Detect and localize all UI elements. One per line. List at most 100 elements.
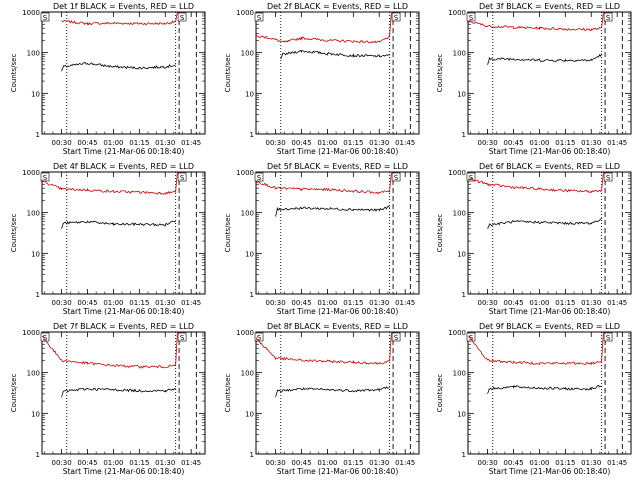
x-tick-label: 01:00	[529, 459, 549, 467]
y-tick-label: 100	[453, 50, 466, 58]
x-tick-label: 01:30	[581, 299, 601, 307]
panel-title: Det 5f BLACK = Events, RED = LLD	[267, 162, 408, 171]
marker-label: S	[257, 334, 262, 342]
y-tick-label: 100	[241, 370, 254, 378]
y-tick-label: 1	[36, 451, 40, 459]
x-tick-label: 01:45	[395, 139, 415, 147]
y-tick-label: 10	[245, 410, 254, 418]
y-axis-label: Counts/sec	[224, 374, 232, 413]
lld-series-line	[255, 331, 392, 365]
y-tick-label: 1000	[448, 9, 466, 17]
panel-3: Det 3f BLACK = Events, RED = LLD 1 10 100 10…	[436, 2, 632, 156]
marker-label: S	[606, 14, 611, 22]
marker-box	[603, 332, 613, 342]
x-tick-label: 00:30	[477, 139, 497, 147]
x-tick-label: 01:00	[529, 139, 549, 147]
lld-series-line	[467, 331, 604, 366]
x-tick-label: 01:45	[395, 299, 415, 307]
y-tick-label: 1	[250, 451, 254, 459]
marker-box	[177, 172, 187, 182]
x-tick-label: 00:45	[503, 299, 523, 307]
x-tick-label: 01:00	[317, 459, 337, 467]
x-tick-label: 00:45	[503, 459, 523, 467]
marker-box	[254, 12, 264, 22]
marker-label: S	[469, 174, 474, 182]
y-axis-label: Counts/sec	[224, 54, 232, 93]
x-tick-label: 00:30	[51, 299, 71, 307]
x-axis-label: Start Time (21-Mar-06 00:18:40)	[277, 467, 399, 476]
marker-label: S	[469, 14, 474, 22]
x-tick-label: 01:15	[129, 299, 149, 307]
marker-box	[603, 172, 613, 182]
events-series-line	[280, 49, 390, 60]
x-tick-label: 01:15	[555, 459, 575, 467]
x-tick-label: 01:45	[607, 299, 627, 307]
panel-5: Det 5f BLACK = Events, RED = LLD 1 10 100 10…	[224, 162, 420, 316]
y-tick-label: 100	[27, 370, 40, 378]
panel-9: Det 9f BLACK = Events, RED = LLD 1 10 100 10…	[436, 322, 632, 476]
x-axis-label: Start Time (21-Mar-06 00:18:40)	[63, 307, 185, 316]
marker-box	[391, 172, 401, 182]
x-axis-label: Start Time (21-Mar-06 00:18:40)	[277, 307, 399, 316]
y-tick-label: 10	[457, 250, 466, 258]
lld-series-line	[467, 171, 604, 194]
x-axis-label: Start Time (21-Mar-06 00:18:40)	[277, 147, 399, 156]
events-series-line	[61, 387, 176, 398]
marker-label: S	[43, 334, 48, 342]
y-tick-label: 10	[245, 250, 254, 258]
x-tick-label: 00:45	[291, 459, 311, 467]
x-tick-label: 01:30	[155, 139, 175, 147]
panel-2: Det 2f BLACK = Events, RED = LLD 1 10 100 10…	[224, 2, 420, 156]
marker-box	[466, 12, 476, 22]
y-axis-label: Counts/sec	[436, 54, 444, 93]
panel-title: Det 2f BLACK = Events, RED = LLD	[267, 2, 408, 11]
marker-box	[254, 172, 264, 182]
x-tick-label: 01:45	[607, 459, 627, 467]
x-tick-label: 00:30	[265, 299, 285, 307]
x-tick-label: 01:15	[129, 459, 149, 467]
x-axis-label: Start Time (21-Mar-06 00:18:40)	[489, 147, 611, 156]
y-tick-label: 1000	[236, 329, 254, 337]
y-axis-label: Counts/sec	[436, 374, 444, 413]
marker-label: S	[257, 174, 262, 182]
marker-box	[40, 332, 50, 342]
marker-box	[466, 332, 476, 342]
events-series-line	[487, 217, 602, 229]
y-tick-label: 100	[27, 210, 40, 218]
y-tick-label: 1000	[22, 329, 40, 337]
marker-box	[391, 12, 401, 22]
x-tick-label: 01:30	[369, 459, 389, 467]
lld-series-line	[61, 11, 178, 26]
marker-box	[40, 12, 50, 22]
x-axis-label: Start Time (21-Mar-06 00:18:40)	[489, 467, 611, 476]
marker-box	[177, 12, 187, 22]
y-tick-label: 1000	[236, 169, 254, 177]
marker-label: S	[43, 14, 48, 22]
y-axis-label: Counts/sec	[10, 214, 18, 253]
x-tick-label: 01:30	[369, 299, 389, 307]
panel-8: Det 8f BLACK = Events, RED = LLD 1 10 100 10…	[224, 322, 420, 476]
x-tick-label: 00:30	[51, 139, 71, 147]
x-tick-label: 01:30	[581, 459, 601, 467]
x-tick-label: 01:30	[155, 459, 175, 467]
x-tick-label: 00:30	[477, 299, 497, 307]
panel-1: Det 1f BLACK = Events, RED = LLD 1 10 100 10…	[10, 2, 206, 156]
x-tick-label: 01:45	[607, 139, 627, 147]
y-axis-label: Counts/sec	[10, 374, 18, 413]
marker-label: S	[394, 334, 399, 342]
x-tick-label: 01:00	[103, 299, 123, 307]
y-tick-label: 1	[462, 291, 466, 299]
x-axis-label: Start Time (21-Mar-06 00:18:40)	[63, 147, 185, 156]
marker-label: S	[606, 334, 611, 342]
marker-label: S	[394, 14, 399, 22]
marker-label: S	[469, 334, 474, 342]
y-tick-label: 1000	[236, 9, 254, 17]
y-tick-label: 10	[31, 90, 40, 98]
y-tick-label: 10	[457, 90, 466, 98]
panel-7: Det 7f BLACK = Events, RED = LLD 1 10 100 10…	[10, 322, 206, 476]
y-axis-label: Counts/sec	[224, 214, 232, 253]
lld-series-line	[41, 171, 178, 195]
y-tick-label: 1	[250, 131, 254, 139]
x-tick-label: 01:00	[103, 459, 123, 467]
